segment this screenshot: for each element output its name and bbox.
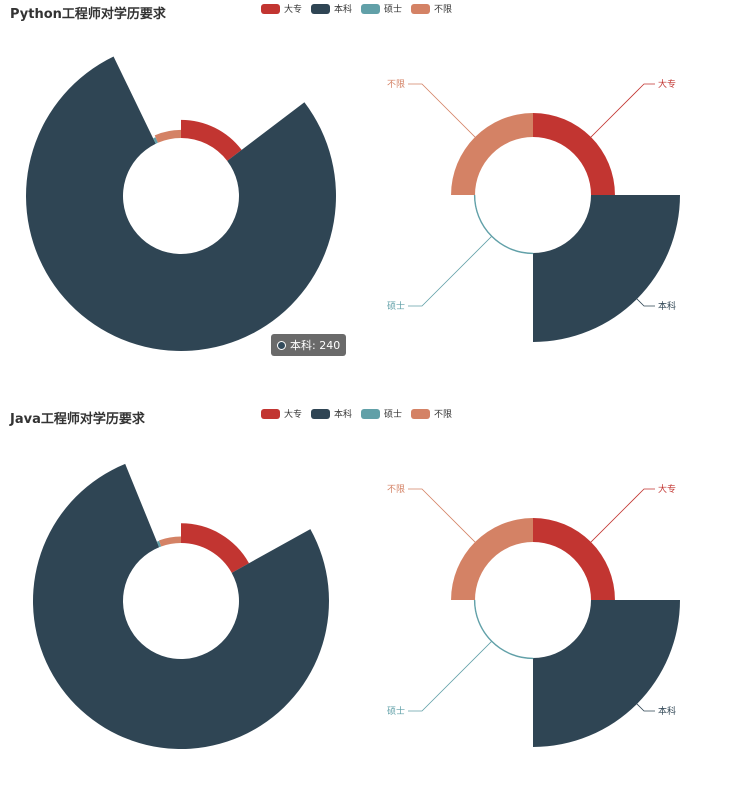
slice-label: 大专 — [658, 483, 676, 495]
legend-swatch — [361, 408, 381, 419]
label-line — [636, 703, 655, 712]
slice-label: 不限 — [387, 484, 405, 495]
legend-item-benke[interactable]: 本科 — [311, 2, 352, 15]
chart-tooltip: 本科: 240 — [271, 334, 347, 356]
legend-swatch — [311, 408, 331, 419]
java-chart-panel: 大专 本科 硕士 不限 Java工程师对学历要求 大专 本科 硕士 不限 — [0, 405, 737, 791]
label-line — [408, 83, 476, 138]
legend-item-shuoshi[interactable]: 硕士 — [361, 2, 402, 15]
tooltip-text: 本科: 240 — [290, 339, 341, 352]
legend-item-buxian[interactable]: 不限 — [411, 407, 452, 420]
rose-sector — [533, 600, 680, 747]
rose-sector — [153, 137, 158, 144]
rose-sector — [159, 536, 181, 547]
legend-item-dazhuan[interactable]: 大专 — [261, 407, 302, 420]
slice-label: 本科 — [658, 300, 676, 312]
rose-sector — [533, 195, 680, 342]
slice-label: 硕士 — [387, 705, 405, 717]
tooltip-dot-icon — [277, 340, 286, 350]
rose-sector — [533, 518, 615, 600]
rose-sector — [154, 129, 181, 143]
legend-label: 大专 — [284, 5, 303, 15]
legend-swatch — [261, 3, 280, 14]
rose-sector — [181, 523, 249, 573]
legend-swatch — [311, 3, 331, 14]
rose-sector — [451, 518, 533, 600]
slice-label: 不限 — [387, 79, 405, 90]
legend-swatch — [411, 408, 431, 419]
rose-sector — [26, 56, 337, 351]
label-line — [408, 488, 476, 543]
rose-sector — [451, 113, 533, 195]
legend-label: 硕士 — [384, 410, 403, 420]
legend-item-shuoshi[interactable]: 硕士 — [361, 407, 402, 420]
legend-swatch — [261, 408, 280, 419]
label-line — [636, 298, 655, 307]
label-line — [408, 641, 492, 712]
rose-sector — [33, 463, 329, 749]
rose-sector — [156, 540, 162, 548]
rose-sector — [181, 119, 242, 161]
slice-label: 本科 — [658, 705, 676, 717]
label-line — [590, 83, 655, 138]
legend-swatch — [361, 3, 381, 14]
legend-swatch — [411, 3, 431, 14]
slice-label: 大专 — [658, 78, 676, 90]
legend-label: 本科 — [334, 5, 353, 15]
chart-legend: 大专 本科 硕士 不限 — [261, 2, 452, 15]
legend-label: 不限 — [434, 5, 453, 15]
legend-item-dazhuan[interactable]: 大专 — [261, 2, 302, 15]
legend-label: 不限 — [434, 410, 453, 420]
rose-sector — [533, 113, 615, 195]
legend-item-benke[interactable]: 本科 — [311, 407, 352, 420]
legend-item-buxian[interactable]: 不限 — [411, 2, 452, 15]
slice-label: 硕士 — [387, 300, 405, 312]
chart-title: Python工程师对学历要求 — [10, 7, 166, 22]
legend-label: 硕士 — [384, 5, 403, 15]
chart-legend: 大专 本科 硕士 不限 — [261, 407, 452, 420]
label-line — [590, 488, 655, 543]
python-chart-panel: 大专 本科 硕士 不限 Python工程师对学历要求 大专 本科 硕士 不限 本科: … — [0, 0, 737, 386]
chart-title: Java工程师对学历要求 — [10, 412, 145, 427]
legend-label: 本科 — [334, 410, 353, 420]
legend-label: 大专 — [284, 410, 303, 420]
label-line — [408, 236, 492, 307]
